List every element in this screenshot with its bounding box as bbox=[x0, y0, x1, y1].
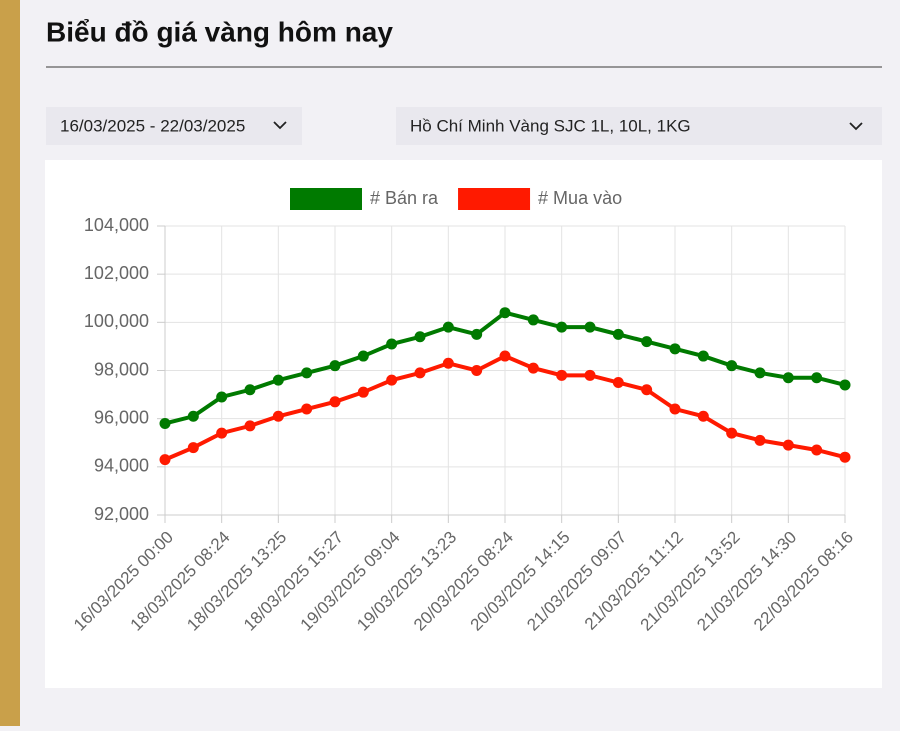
data-point bbox=[697, 410, 709, 422]
data-point bbox=[357, 350, 369, 362]
side-stripe bbox=[0, 0, 20, 726]
data-point bbox=[669, 403, 681, 415]
data-point bbox=[499, 350, 511, 362]
y-tick-label: 102,000 bbox=[84, 263, 149, 283]
data-point bbox=[612, 328, 624, 340]
data-point bbox=[584, 321, 596, 333]
data-point bbox=[329, 396, 341, 408]
data-point bbox=[782, 439, 794, 451]
data-point bbox=[301, 367, 313, 379]
data-point bbox=[386, 374, 398, 386]
chevron bbox=[273, 121, 287, 130]
data-point bbox=[641, 384, 653, 396]
data-point bbox=[839, 379, 851, 391]
data-point bbox=[216, 391, 228, 403]
data-point bbox=[187, 410, 199, 422]
data-point bbox=[697, 350, 709, 362]
data-point bbox=[244, 384, 256, 396]
data-point bbox=[584, 369, 596, 381]
data-point bbox=[754, 434, 766, 446]
y-tick-label: 100,000 bbox=[84, 311, 149, 331]
data-point bbox=[527, 362, 539, 374]
y-tick-label: 94,000 bbox=[94, 456, 149, 476]
data-point bbox=[442, 321, 454, 333]
data-point bbox=[641, 336, 653, 348]
data-point bbox=[329, 360, 341, 372]
data-point bbox=[556, 321, 568, 333]
chevron bbox=[849, 122, 863, 131]
page-title: Biểu đồ giá vàng hôm nay bbox=[46, 16, 393, 47]
data-point bbox=[811, 372, 823, 384]
data-point bbox=[159, 454, 171, 466]
data-point bbox=[669, 343, 681, 355]
data-point bbox=[527, 314, 539, 326]
data-point bbox=[726, 360, 738, 372]
data-point bbox=[272, 410, 284, 422]
data-point bbox=[782, 372, 794, 384]
data-point bbox=[386, 338, 398, 350]
location-select-text[interactable]: Hồ Chí Minh Vàng SJC 1L, 10L, 1KG bbox=[410, 116, 691, 135]
data-point bbox=[556, 369, 568, 381]
data-point bbox=[272, 374, 284, 386]
data-point bbox=[159, 417, 171, 429]
data-point bbox=[726, 427, 738, 439]
y-tick-label: 98,000 bbox=[94, 359, 149, 379]
legend-label: # Bán ra bbox=[370, 188, 439, 208]
data-point bbox=[612, 377, 624, 389]
data-point bbox=[414, 367, 426, 379]
legend-label: # Mua vào bbox=[538, 188, 622, 208]
data-point bbox=[471, 365, 483, 376]
data-point bbox=[216, 427, 228, 439]
y-tick-label: 96,000 bbox=[94, 407, 149, 427]
location-select-box[interactable] bbox=[396, 107, 882, 145]
y-tick-label: 104,000 bbox=[84, 215, 149, 235]
data-point bbox=[811, 444, 823, 456]
legend-swatch bbox=[290, 188, 362, 210]
y-tick-label: 92,000 bbox=[94, 504, 149, 524]
data-point bbox=[357, 386, 369, 398]
data-point bbox=[499, 307, 511, 319]
date-select[interactable]: 16/03/2025 - 22/03/2025 bbox=[46, 107, 302, 145]
data-point bbox=[442, 357, 454, 369]
date-select-box[interactable] bbox=[46, 107, 302, 145]
data-point bbox=[187, 442, 199, 454]
chart-panel bbox=[45, 160, 882, 688]
data-point bbox=[471, 328, 483, 340]
data-point bbox=[754, 367, 766, 379]
legend-swatch bbox=[458, 188, 531, 210]
data-point bbox=[301, 403, 313, 415]
data-point bbox=[244, 420, 256, 432]
data-point bbox=[414, 331, 426, 343]
location-select[interactable]: Hồ Chí Minh Vàng SJC 1L, 10L, 1KG bbox=[396, 107, 882, 145]
data-point bbox=[839, 451, 851, 463]
date-select-text[interactable]: 16/03/2025 - 22/03/2025 bbox=[60, 116, 245, 135]
